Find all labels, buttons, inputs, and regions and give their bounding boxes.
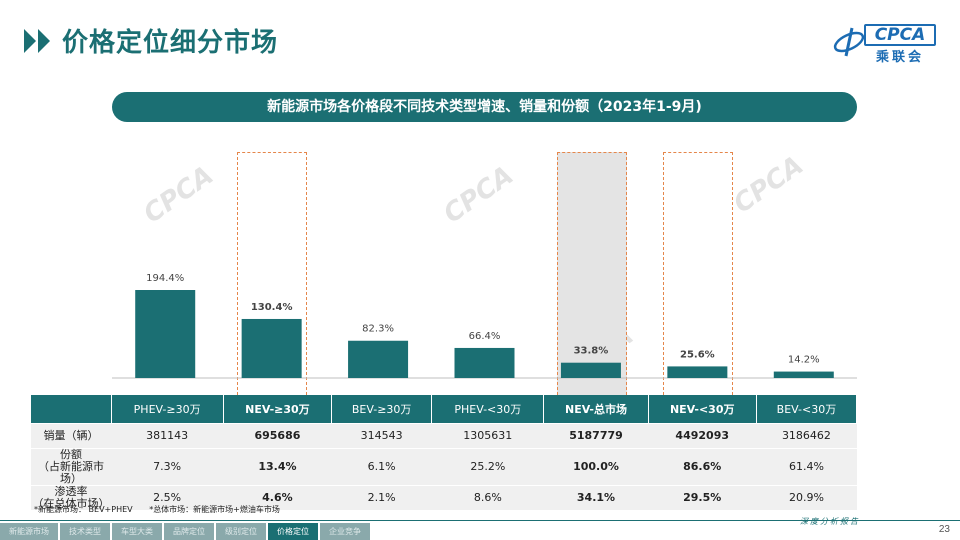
table-cell: 314543 [331,422,432,449]
nav-item[interactable]: 车型大类 [112,523,162,540]
chart-banner-title: 新能源市场各价格段不同技术类型增速、销量和份额（2023年1-9月) [112,92,857,122]
logo-subtext: 乘联会 [876,50,925,65]
table-corner-cell [31,395,112,423]
page-title: 价格定位细分市场 [62,28,279,58]
footer-divider [0,520,960,521]
table-cell: 34.1% [543,484,649,511]
footnote: *新能源市场： BEV+PHEV [34,505,133,514]
nav-item[interactable]: 企业竞争 [320,523,370,540]
column-header: PHEV-<30万 [431,395,545,423]
column-header: NEV-≥30万 [223,395,333,423]
table-row-share: 份额 （占新能源市场） 7.3% 13.4% 6.1% 25.2% 100.0%… [31,447,857,486]
nav-item[interactable]: 技术类型 [60,523,110,540]
bar-1 [241,318,302,378]
data-table: PHEV-≥30万 NEV-≥30万 BEV-≥30万 PHEV-<30万 NE… [31,395,858,511]
table-cell: 100.0% [543,447,649,486]
page-number: 23 [938,524,950,535]
double-chevron-icon [24,28,52,53]
cpca-logo: CPCA 乘联会 [830,18,940,65]
table-header-row: PHEV-≥30万 NEV-≥30万 BEV-≥30万 PHEV-<30万 NE… [31,395,858,423]
row-label: 份额 （占新能源市场） [31,447,111,486]
table-cell: 25.2% [431,447,544,486]
table-cell: 2.1% [331,484,432,511]
bar-5 [667,366,728,378]
nav-item[interactable]: 级别定位 [216,523,266,540]
table-cell: 61.4% [756,447,857,486]
table-cell: 4492093 [648,422,757,449]
table-row-penetration: 渗透率 （在总体市场） 2.5% 4.6% 2.1% 8.6% 34.1% 29… [31,484,857,511]
row-label: 销量（辆） [31,422,111,449]
bar-value-label: 82.3% [362,324,394,335]
table-cell: 7.3% [111,447,224,486]
bar-3 [454,347,515,378]
bar-2 [348,340,409,378]
table-cell: 1305631 [431,422,544,449]
nav-item[interactable]: 品牌定位 [164,523,214,540]
bar-value-label: 14.2% [788,355,820,366]
table-cell: 29.5% [648,484,757,511]
bar-value-label: 33.8% [574,346,609,357]
table-cell: 8.6% [431,484,544,511]
table-cell: 20.9% [756,484,857,511]
bar-value-label: 66.4% [469,331,501,342]
bar-value-label: 194.4% [146,273,184,284]
table-cell: 4.6% [223,484,332,511]
table-cell: 86.6% [648,447,757,486]
table-cell: 381143 [111,422,224,449]
nav-item[interactable]: 新能源市场 [0,523,58,540]
bar-value-label: 130.4% [251,302,293,313]
table-cell: 3186462 [756,422,857,449]
column-header: PHEV-≥30万 [111,395,224,423]
footnote: *总体市场：新能源市场+燃油车市场 [149,505,280,514]
title-area: 价格定位细分市场 [24,22,278,59]
table-cell: 695686 [223,422,332,449]
table-row-sales: 销量（辆） 381143 695686 314543 1305631 51877… [31,422,857,449]
nav-item-active[interactable]: 价格定位 [268,523,318,540]
footnotes: *新能源市场： BEV+PHEV *总体市场：新能源市场+燃油车市场 [34,504,294,515]
column-header: BEV-≥30万 [331,395,433,423]
cpca-emblem-icon [833,27,865,57]
bar-4 [560,362,621,378]
table-cell: 6.1% [331,447,432,486]
row-label: 渗透率 （在总体市场） [31,484,111,511]
section-nav: 新能源市场 技术类型 车型大类 品牌定位 级别定位 价格定位 企业竞争 [0,523,372,540]
bar-value-label: 25.6% [680,349,715,360]
logo-text: CPCA [864,24,936,46]
bar-0 [135,290,196,378]
column-header: NEV-总市场 [543,395,649,423]
column-header: BEV-<30万 [756,395,858,423]
bar-6 [773,371,834,378]
table-cell: 2.5% [111,484,224,511]
table-cell: 13.4% [223,447,332,486]
table-cell: 5187779 [543,422,649,449]
footer-tag: 深度分析报告 [800,517,860,526]
column-header: NEV-<30万 [648,395,757,423]
